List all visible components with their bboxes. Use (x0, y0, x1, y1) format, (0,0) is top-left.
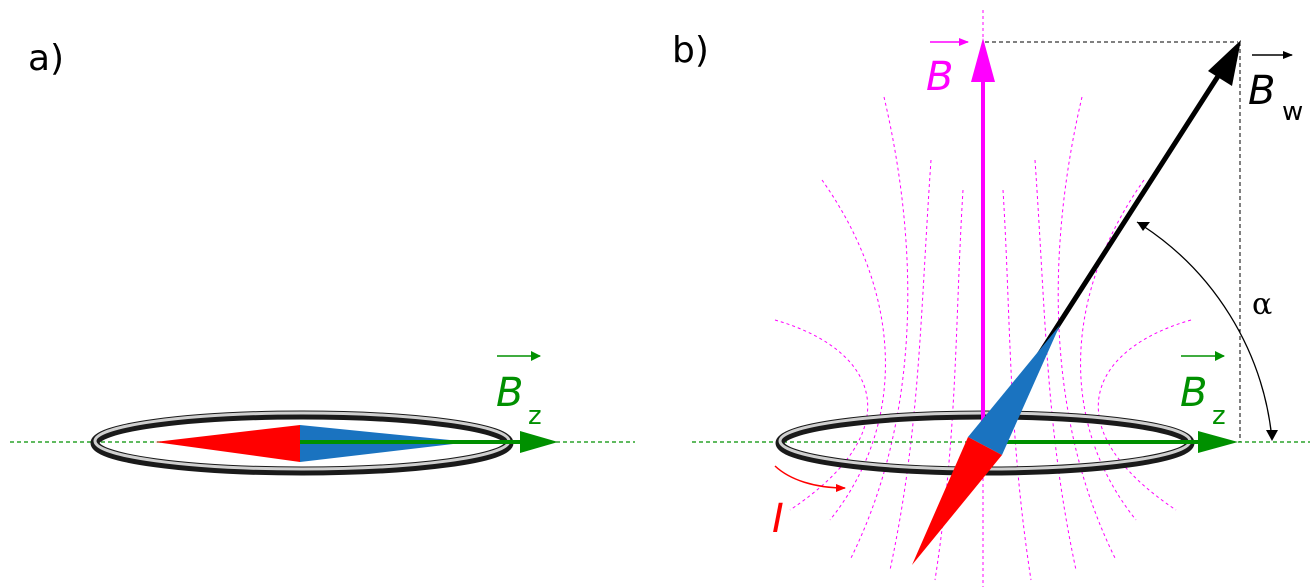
panel-b-bz-label: B z (1180, 351, 1226, 431)
field-line-r3 (1057, 96, 1117, 561)
coil-field-arrow-head (971, 38, 995, 82)
b-symbol: B (926, 54, 953, 100)
angle-arc (1136, 221, 1273, 440)
needle-south-half (912, 437, 1002, 565)
current-indicator: I (772, 465, 846, 542)
field-line-l2 (889, 159, 932, 571)
field-line-l4 (821, 179, 886, 521)
angle-arc-head-bottom (1266, 430, 1278, 441)
angle-arc-head-top (1137, 222, 1150, 231)
current-arrow (774, 465, 846, 492)
panel-a-label: a) (28, 38, 64, 79)
panel-b-needle (912, 325, 1060, 565)
field-line-l5 (774, 319, 869, 511)
panel-a: a) B z (10, 38, 635, 476)
current-symbol: I (772, 496, 784, 542)
panel-a-bz-arrow-head (520, 431, 558, 453)
panel-b-bz-arrow-head (1198, 431, 1238, 453)
panel-b: b) B (672, 10, 1310, 587)
bz-symbol: B (1180, 370, 1207, 416)
field-line-r4 (1080, 179, 1145, 521)
resultant-label: B w (1248, 51, 1303, 127)
bz-subscript: z (528, 401, 542, 431)
bw-symbol: B (1248, 68, 1275, 114)
field-line-r1 (1002, 189, 1032, 581)
resultant-arrow-head (1208, 40, 1241, 86)
panel-a-bz-label: B z (496, 351, 542, 431)
field-line-r2 (1034, 159, 1077, 571)
field-line-l3 (849, 96, 909, 561)
bz-subscript: z (1212, 401, 1226, 431)
field-line-r5 (1097, 319, 1192, 511)
needle-south-half (155, 425, 300, 462)
bw-subscript: w (1282, 97, 1303, 127)
needle-north-half (968, 325, 1060, 455)
coil-field-label: B (926, 38, 969, 100)
panel-b-label: b) (672, 30, 709, 71)
angle-alpha-label: α (1252, 287, 1272, 322)
bz-symbol: B (496, 370, 523, 416)
